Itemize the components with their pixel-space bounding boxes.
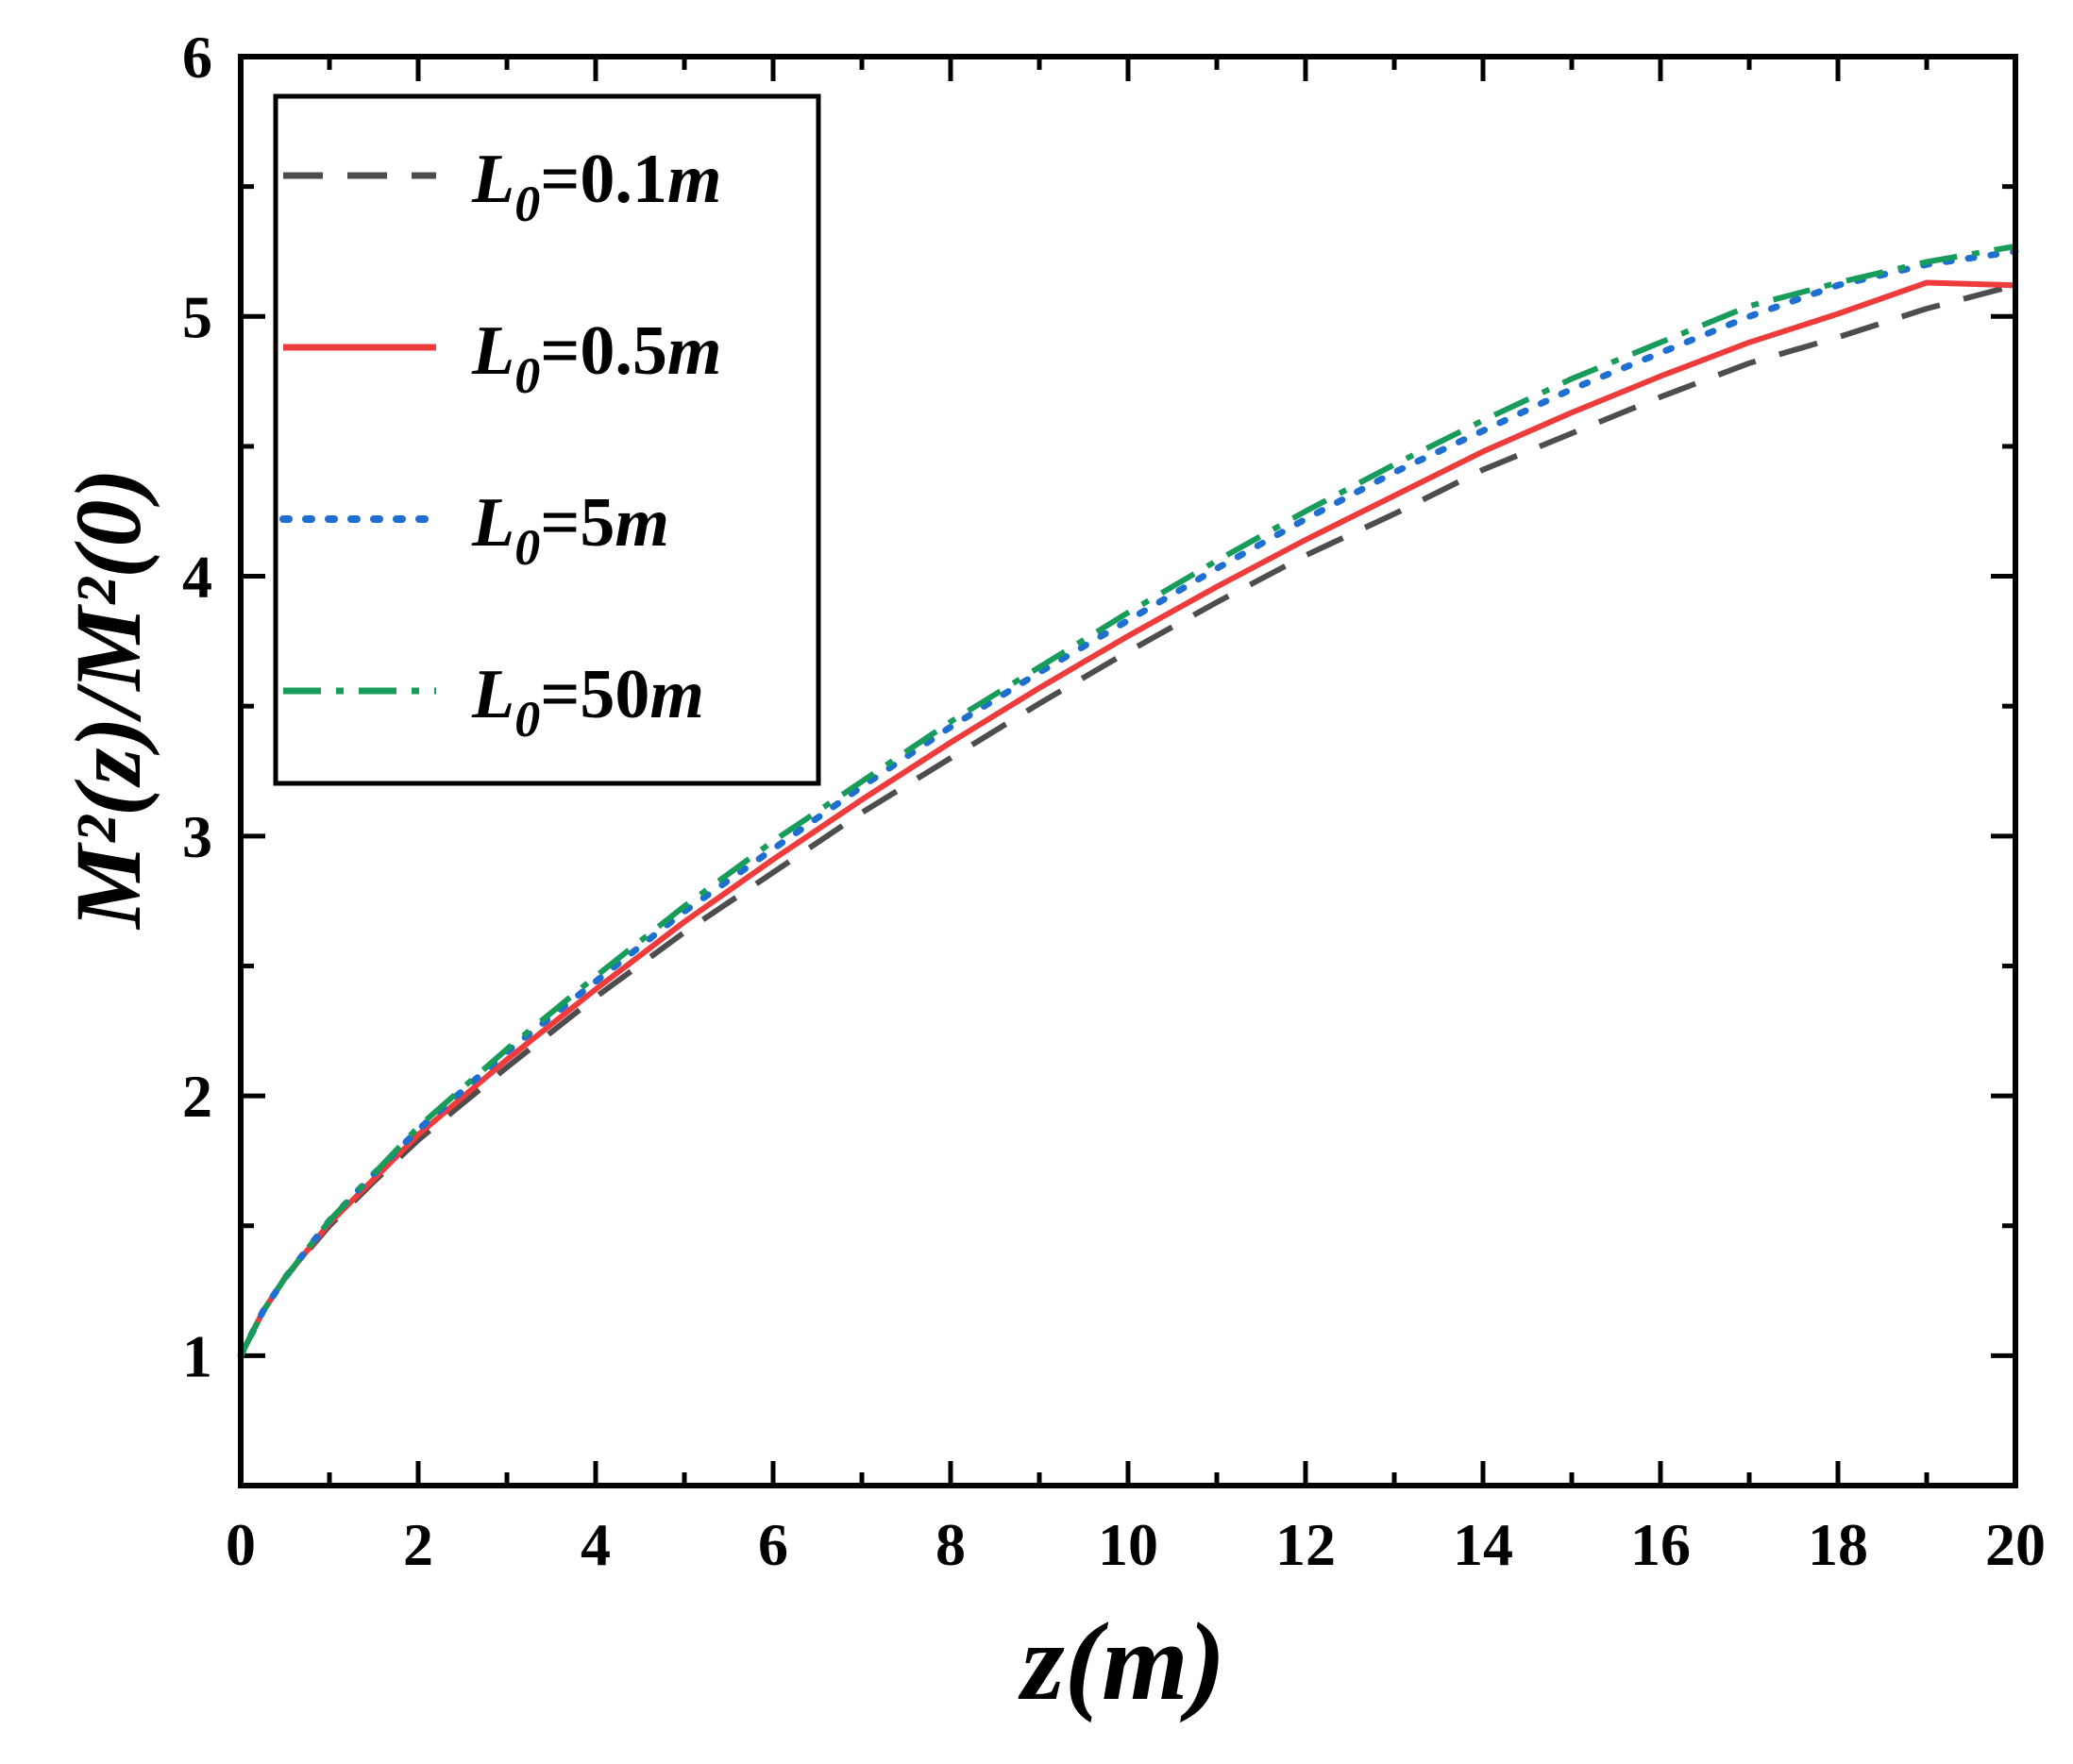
x-tick-label: 18	[1808, 1511, 1868, 1578]
y-tick-label: 1	[182, 1322, 212, 1389]
y-tick-label: 2	[182, 1063, 212, 1130]
legend-symbol: L	[471, 484, 514, 562]
x-tick-label: 12	[1275, 1511, 1336, 1578]
x-tick-label: 16	[1630, 1511, 1691, 1578]
legend-subscript: 0	[514, 691, 540, 748]
plot-frame	[238, 54, 2018, 1488]
series-line-4	[238, 243, 2016, 1357]
x-tick-label: 20	[1985, 1511, 2046, 1578]
series-layer	[237, 243, 2019, 1359]
x-tick-label: 10	[1098, 1511, 1158, 1578]
legend-value: =0.1	[540, 141, 667, 218]
legend-box	[273, 93, 821, 786]
x-tick-label: 2	[403, 1511, 433, 1578]
legend-unit: m	[667, 141, 722, 218]
y-tick-label: 3	[182, 803, 212, 870]
legend-label-1: L0=0.1m	[471, 141, 721, 232]
y-axis-title: M²(z)/M²(0)	[56, 468, 160, 931]
y-tick-label: 4	[182, 544, 212, 611]
x-tick-label: 0	[226, 1511, 256, 1578]
legend-value: =0.5	[540, 312, 667, 390]
legend-unit: m	[649, 656, 704, 733]
legend-label-4: L0=50m	[471, 656, 704, 748]
y-tick-label: 6	[182, 24, 212, 91]
y-tick-label: 5	[182, 283, 212, 350]
legend-unit: m	[667, 312, 722, 390]
legend-subscript: 0	[514, 519, 540, 576]
legend-unit: m	[615, 484, 669, 562]
legend-symbol: L	[471, 141, 514, 218]
legend-symbol: L	[471, 312, 514, 390]
x-tick-label: 14	[1453, 1511, 1513, 1578]
series-line-2	[238, 279, 2016, 1357]
x-tick-label: 4	[581, 1511, 611, 1578]
legend-subscript: 0	[514, 347, 540, 404]
legend-value: =50	[540, 656, 649, 733]
x-axis-title: z(m)	[1018, 1600, 1225, 1723]
x-tick-label: 8	[935, 1511, 966, 1578]
x-tick-label: 6	[758, 1511, 788, 1578]
legend-label-2: L0=0.5m	[471, 312, 721, 404]
legend-subscript: 0	[514, 176, 540, 232]
legend-symbol: L	[471, 656, 514, 733]
legend-value: =5	[540, 484, 615, 562]
legend-label-3: L0=5m	[471, 484, 669, 576]
